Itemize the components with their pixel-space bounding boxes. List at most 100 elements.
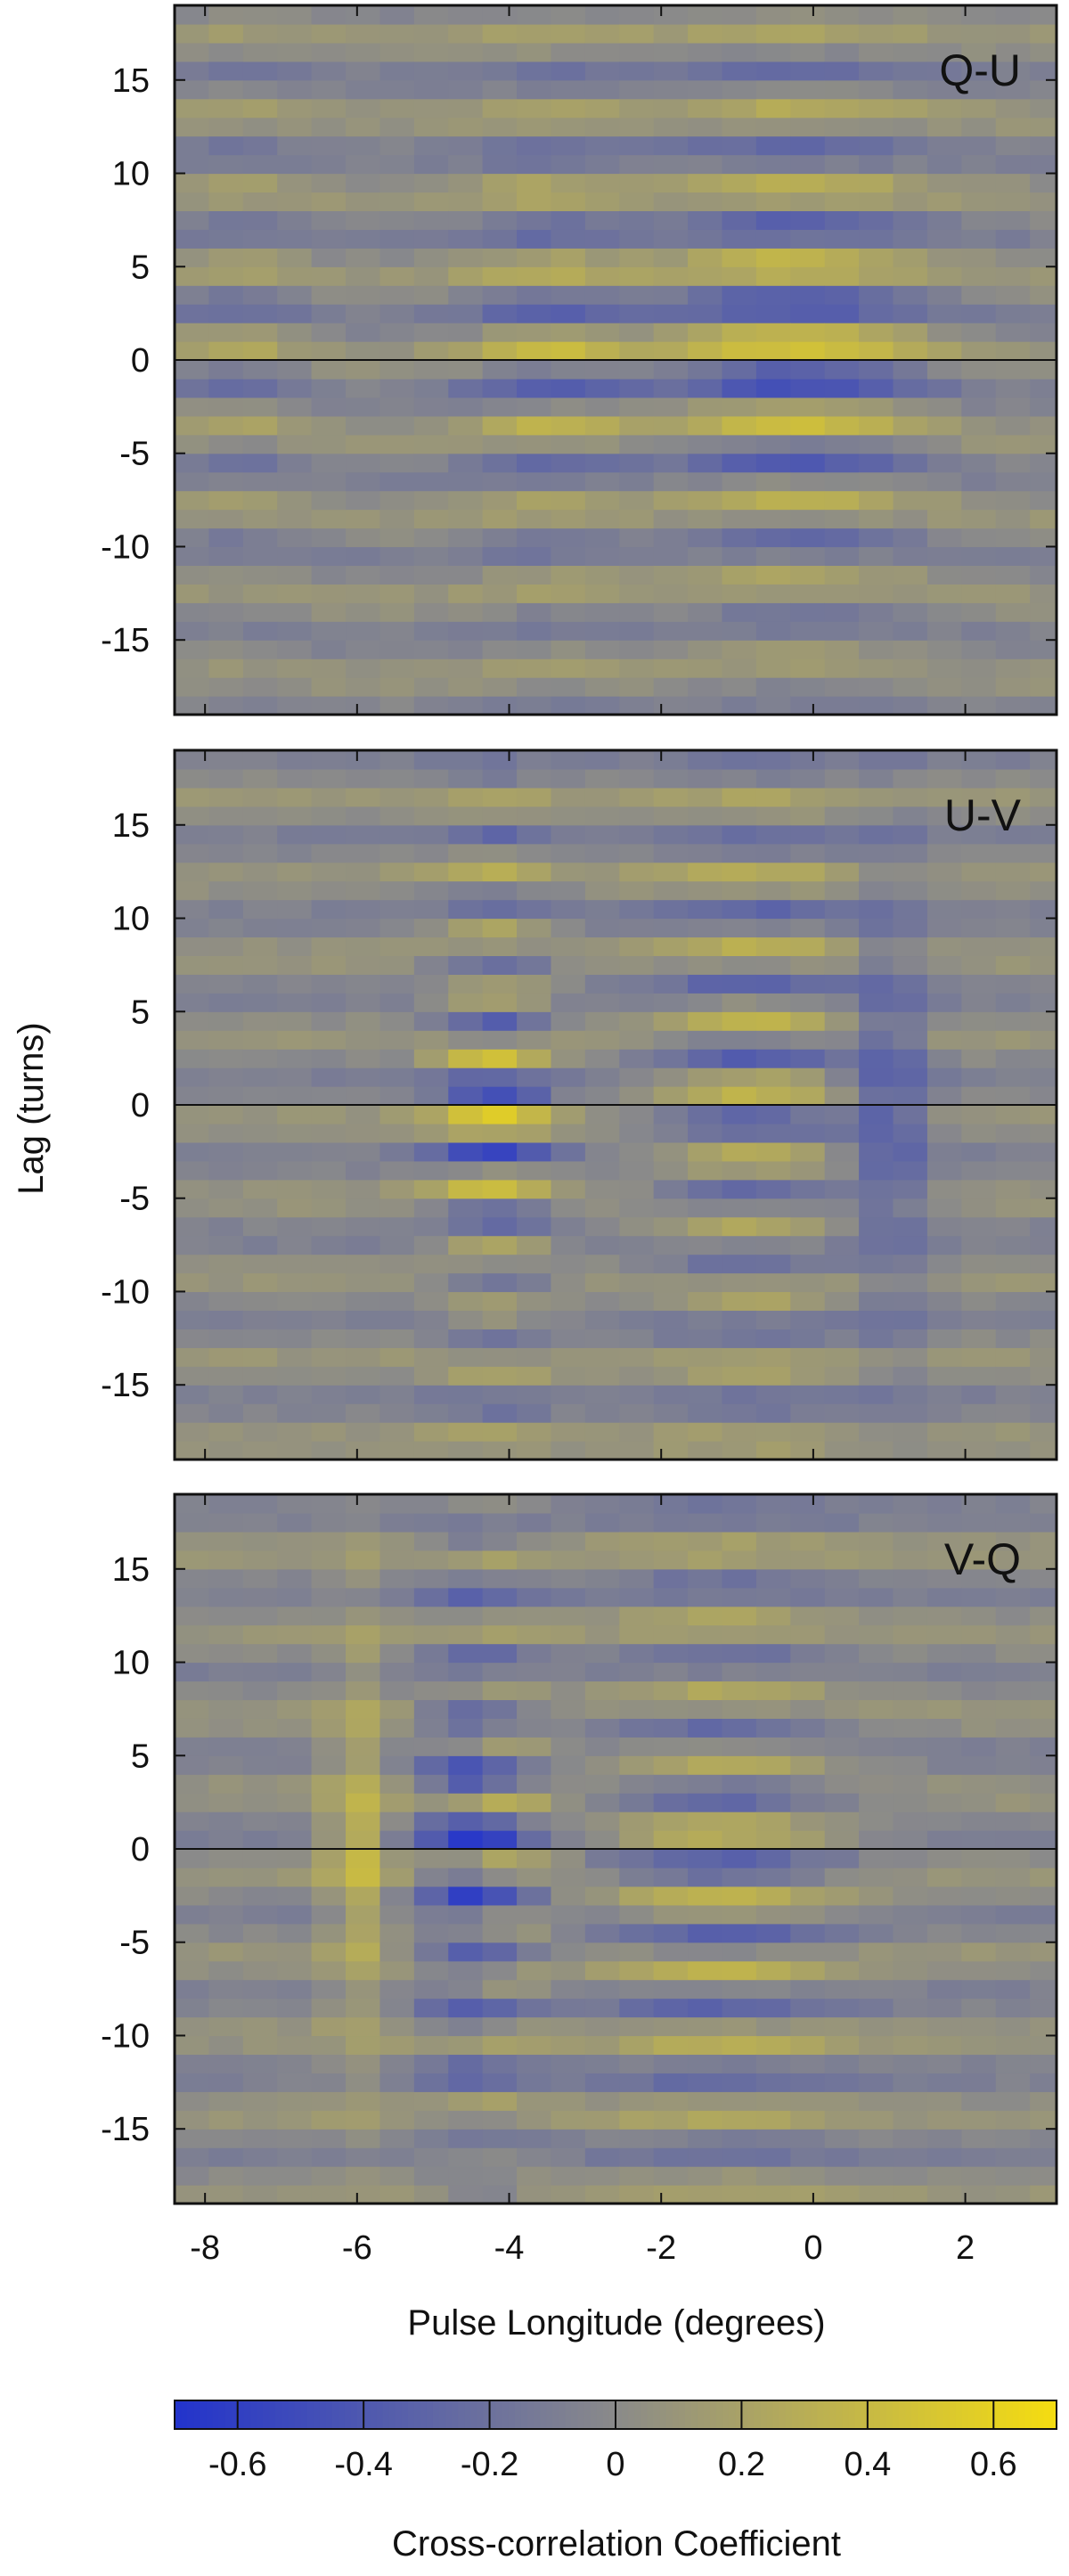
heatmap-cell bbox=[926, 1422, 962, 1442]
heatmap-cell bbox=[688, 1105, 723, 1124]
heatmap-cell bbox=[995, 434, 1031, 454]
heatmap-cell bbox=[722, 806, 757, 826]
heatmap-cell bbox=[311, 1587, 347, 1607]
heatmap-cell bbox=[722, 1550, 757, 1570]
heatmap-cell bbox=[346, 1681, 381, 1701]
heatmap-cell bbox=[551, 42, 586, 62]
heatmap-cell bbox=[688, 135, 723, 156]
heatmap-cell bbox=[584, 696, 620, 716]
heatmap-cell bbox=[242, 1011, 278, 1031]
heatmap-cell bbox=[859, 1086, 894, 1106]
heatmap-cell bbox=[208, 1643, 244, 1664]
heatmap-cell bbox=[379, 546, 415, 567]
heatmap-cell bbox=[653, 677, 689, 697]
heatmap-cell bbox=[551, 1662, 586, 1682]
heatmap-cell bbox=[1030, 750, 1057, 770]
heatmap-cell bbox=[517, 565, 552, 585]
heatmap-cell bbox=[1030, 1030, 1057, 1050]
heatmap-cell bbox=[413, 1923, 449, 1943]
heatmap-cell bbox=[859, 1811, 894, 1831]
heatmap-cell bbox=[584, 1793, 620, 1812]
heatmap-cell bbox=[722, 1774, 757, 1794]
heatmap-cell bbox=[893, 768, 928, 789]
heatmap-cell bbox=[413, 696, 449, 716]
colorbar-swatch bbox=[338, 2400, 346, 2429]
heatmap-cell bbox=[824, 79, 860, 100]
heatmap-cell bbox=[824, 173, 860, 193]
heatmap-cell bbox=[1030, 1329, 1057, 1348]
heatmap-cell bbox=[551, 5, 586, 25]
heatmap-cell bbox=[448, 2110, 484, 2130]
heatmap-cell bbox=[551, 2110, 586, 2130]
heatmap-cell bbox=[584, 602, 620, 622]
heatmap-cell bbox=[448, 880, 484, 901]
heatmap-cell bbox=[242, 899, 278, 920]
heatmap-cell bbox=[551, 1550, 586, 1570]
colorbar-swatch bbox=[747, 2400, 755, 2429]
heatmap-cell bbox=[859, 1737, 894, 1756]
heatmap-cell bbox=[482, 1160, 518, 1181]
heatmap-cell bbox=[893, 248, 928, 267]
heatmap-cell bbox=[859, 135, 894, 156]
heatmap-cell bbox=[995, 1123, 1031, 1143]
heatmap-cell bbox=[584, 1291, 620, 1312]
heatmap-cell bbox=[208, 1793, 244, 1812]
heatmap-cell bbox=[175, 154, 210, 175]
heatmap-cell bbox=[926, 1811, 962, 1831]
heatmap-cell bbox=[175, 1160, 210, 1181]
heatmap-cell bbox=[722, 154, 757, 175]
heatmap-cell bbox=[722, 640, 757, 659]
heatmap-cell bbox=[755, 323, 791, 342]
heatmap-cell bbox=[893, 1998, 928, 2018]
heatmap-cell bbox=[379, 2147, 415, 2167]
heatmap-cell bbox=[1030, 1141, 1057, 1162]
heatmap-cell bbox=[688, 918, 723, 938]
heatmap-cell bbox=[482, 1849, 518, 1869]
heatmap-cell bbox=[995, 415, 1031, 436]
heatmap-cell bbox=[824, 1681, 860, 1701]
heatmap-cell bbox=[653, 2185, 689, 2204]
heatmap-cell bbox=[653, 2054, 689, 2073]
heatmap-cell bbox=[1030, 210, 1057, 230]
heatmap-cell bbox=[653, 1403, 689, 1423]
heatmap-cell bbox=[208, 602, 244, 622]
heatmap-cell bbox=[755, 936, 791, 957]
heatmap-cell bbox=[619, 2166, 655, 2186]
heatmap-cell bbox=[517, 1105, 552, 1124]
heatmap-cell bbox=[824, 1662, 860, 1682]
heatmap-cell bbox=[175, 2110, 210, 2130]
heatmap-cell bbox=[824, 584, 860, 603]
heatmap-cell bbox=[926, 602, 962, 622]
heatmap-cell bbox=[790, 750, 826, 770]
heatmap-cell bbox=[688, 2073, 723, 2092]
heatmap-cell bbox=[551, 341, 586, 361]
heatmap-cell bbox=[824, 2073, 860, 2092]
heatmap-cell bbox=[893, 936, 928, 957]
heatmap-cell bbox=[379, 1568, 415, 1589]
heatmap-cell bbox=[722, 750, 757, 770]
heatmap-cell bbox=[722, 936, 757, 957]
heatmap-cell bbox=[311, 1198, 347, 1218]
heatmap-cell bbox=[790, 768, 826, 789]
heatmap-cell bbox=[242, 974, 278, 994]
heatmap-cell bbox=[242, 304, 278, 323]
heatmap-cell bbox=[584, 1067, 620, 1087]
heatmap-cell bbox=[995, 1643, 1031, 1664]
heatmap-cell bbox=[175, 918, 210, 938]
heatmap-cell bbox=[277, 584, 313, 603]
heatmap-cell bbox=[995, 1550, 1031, 1570]
heatmap-cell bbox=[208, 899, 244, 920]
heatmap-cell bbox=[755, 415, 791, 436]
heatmap-cell bbox=[688, 1160, 723, 1181]
heatmap-cell bbox=[722, 1123, 757, 1143]
heatmap-cell bbox=[859, 1310, 894, 1329]
heatmap-cell bbox=[346, 584, 381, 603]
heatmap-cell bbox=[755, 1198, 791, 1218]
heatmap-cell bbox=[688, 360, 723, 380]
heatmap-cell bbox=[790, 2091, 826, 2111]
heatmap-cell bbox=[379, 1830, 415, 1850]
heatmap-cell bbox=[653, 173, 689, 193]
heatmap-cell bbox=[688, 806, 723, 826]
heatmap-cell bbox=[961, 323, 997, 342]
heatmap-cell bbox=[413, 1512, 449, 1533]
